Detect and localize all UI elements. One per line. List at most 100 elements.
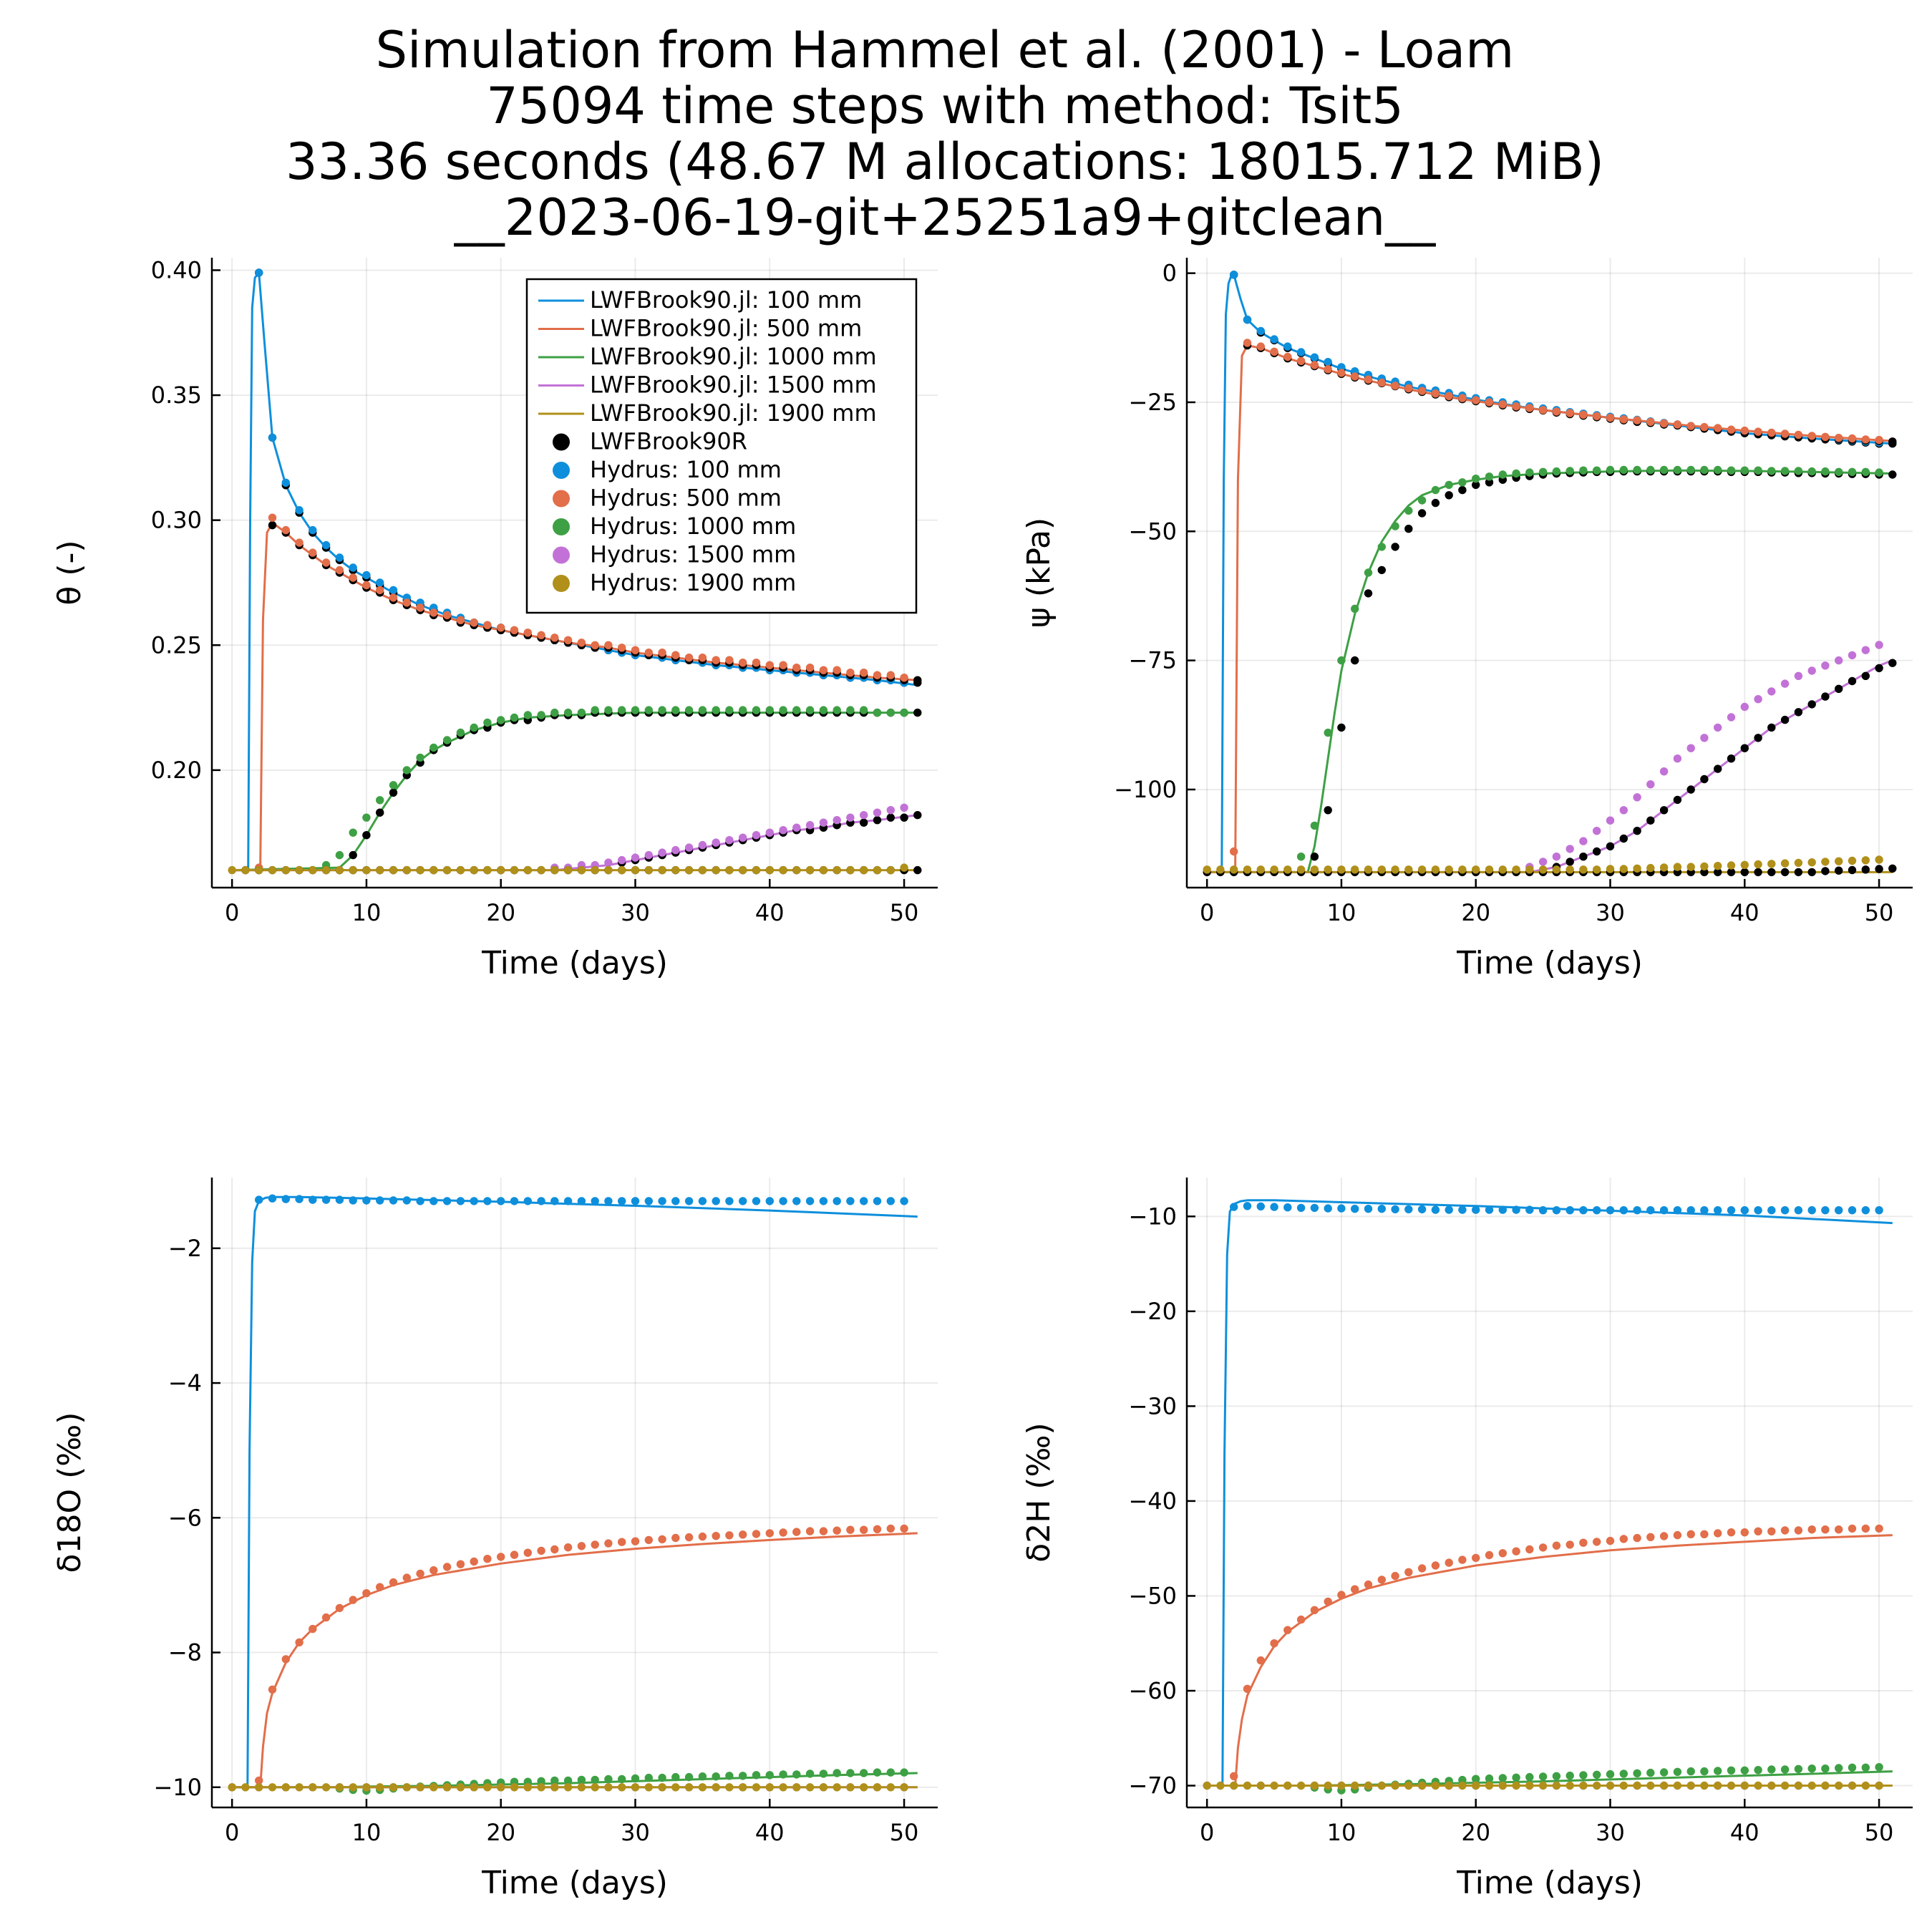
series-line xyxy=(1207,1770,1893,1787)
data-point xyxy=(644,1773,653,1782)
data-point xyxy=(873,865,882,875)
data-point xyxy=(1714,862,1722,870)
data-point xyxy=(658,1535,666,1544)
data-point xyxy=(563,636,573,644)
data-point xyxy=(604,865,613,875)
data-point xyxy=(604,1197,613,1205)
data-point xyxy=(712,1783,720,1792)
title-line-4: __2023-06-19-git+25251a9+gitclean__ xyxy=(454,188,1436,247)
data-point xyxy=(1593,847,1601,856)
data-point xyxy=(1593,827,1601,835)
data-point xyxy=(1351,656,1359,665)
data-point xyxy=(1646,417,1655,427)
data-point xyxy=(1740,426,1749,435)
data-point xyxy=(228,865,236,875)
data-point xyxy=(309,525,317,535)
data-point xyxy=(389,593,398,602)
data-point xyxy=(1310,353,1319,361)
data-point xyxy=(1807,666,1816,675)
grid xyxy=(1187,1178,1913,1807)
data-point xyxy=(1727,1781,1736,1790)
data-point xyxy=(1861,646,1870,654)
data-point xyxy=(725,1772,734,1780)
data-point xyxy=(765,1529,775,1538)
data-point xyxy=(591,1783,599,1792)
data-point xyxy=(671,1533,680,1543)
data-point xyxy=(1324,1597,1332,1606)
data-point xyxy=(860,1783,868,1792)
data-point xyxy=(1807,868,1816,877)
data-point xyxy=(1552,1772,1561,1781)
data-point xyxy=(1646,863,1655,873)
data-point xyxy=(1324,728,1332,737)
data-point xyxy=(429,865,438,875)
data-point xyxy=(860,811,868,820)
data-point xyxy=(1740,868,1749,877)
data-point xyxy=(1579,466,1588,475)
data-point xyxy=(725,836,734,845)
data-point xyxy=(765,865,775,875)
data-point xyxy=(886,708,895,717)
data-point xyxy=(1485,472,1494,481)
data-point xyxy=(281,865,290,875)
data-point xyxy=(1794,1764,1803,1774)
data-point xyxy=(1835,1525,1843,1534)
x-tick-label: 50 xyxy=(1865,1819,1894,1846)
data-point xyxy=(1364,865,1373,874)
data-point xyxy=(483,1783,492,1792)
data-point xyxy=(416,603,424,612)
data-point xyxy=(1606,1206,1615,1215)
data-point xyxy=(470,723,478,732)
data-point xyxy=(698,865,707,875)
marker-series xyxy=(228,863,908,875)
data-point xyxy=(1780,1781,1790,1790)
data-point xyxy=(523,1783,532,1792)
data-point xyxy=(631,1537,640,1545)
series-line xyxy=(1207,469,1893,873)
data-point xyxy=(1458,865,1467,874)
data-point xyxy=(1740,744,1749,752)
data-point xyxy=(1377,565,1387,575)
data-point xyxy=(1821,1206,1830,1215)
data-point xyxy=(335,565,344,575)
legend-entry: LWFBrook90R xyxy=(590,428,747,455)
data-point xyxy=(1619,806,1628,815)
data-point xyxy=(1230,271,1238,279)
data-point xyxy=(1767,1527,1776,1536)
data-point xyxy=(523,1197,532,1205)
data-point xyxy=(1243,1684,1252,1694)
data-point xyxy=(550,1776,559,1785)
data-point xyxy=(1619,1770,1628,1778)
data-point xyxy=(497,865,505,875)
data-point xyxy=(1740,860,1749,870)
data-point xyxy=(1337,1781,1346,1790)
data-point xyxy=(268,513,277,522)
data-point xyxy=(1296,1615,1306,1624)
data-point xyxy=(1659,863,1669,872)
data-point xyxy=(1875,1781,1883,1790)
data-point xyxy=(1835,684,1843,693)
data-point xyxy=(577,1197,586,1205)
data-point xyxy=(886,806,895,815)
data-point xyxy=(1835,866,1843,875)
x-tick-label: 30 xyxy=(621,1819,650,1846)
data-point xyxy=(1714,1781,1722,1790)
data-point xyxy=(805,1197,815,1205)
data-point xyxy=(1431,865,1440,874)
data-point xyxy=(1538,1772,1548,1781)
data-point xyxy=(604,1775,613,1784)
data-point xyxy=(1754,734,1762,742)
data-point xyxy=(805,821,815,830)
y-tick-label: −20 xyxy=(1128,1298,1177,1325)
data-point xyxy=(497,1553,505,1561)
data-point xyxy=(362,1783,371,1792)
data-point xyxy=(1593,466,1601,475)
data-point xyxy=(456,1560,465,1568)
data-point xyxy=(349,1196,357,1205)
series-line xyxy=(1207,659,1893,873)
data-point xyxy=(752,1783,761,1792)
data-point xyxy=(1700,862,1709,871)
y-tick-label: −25 xyxy=(1128,389,1177,416)
data-point xyxy=(1485,1550,1494,1560)
data-point xyxy=(1458,1555,1467,1564)
